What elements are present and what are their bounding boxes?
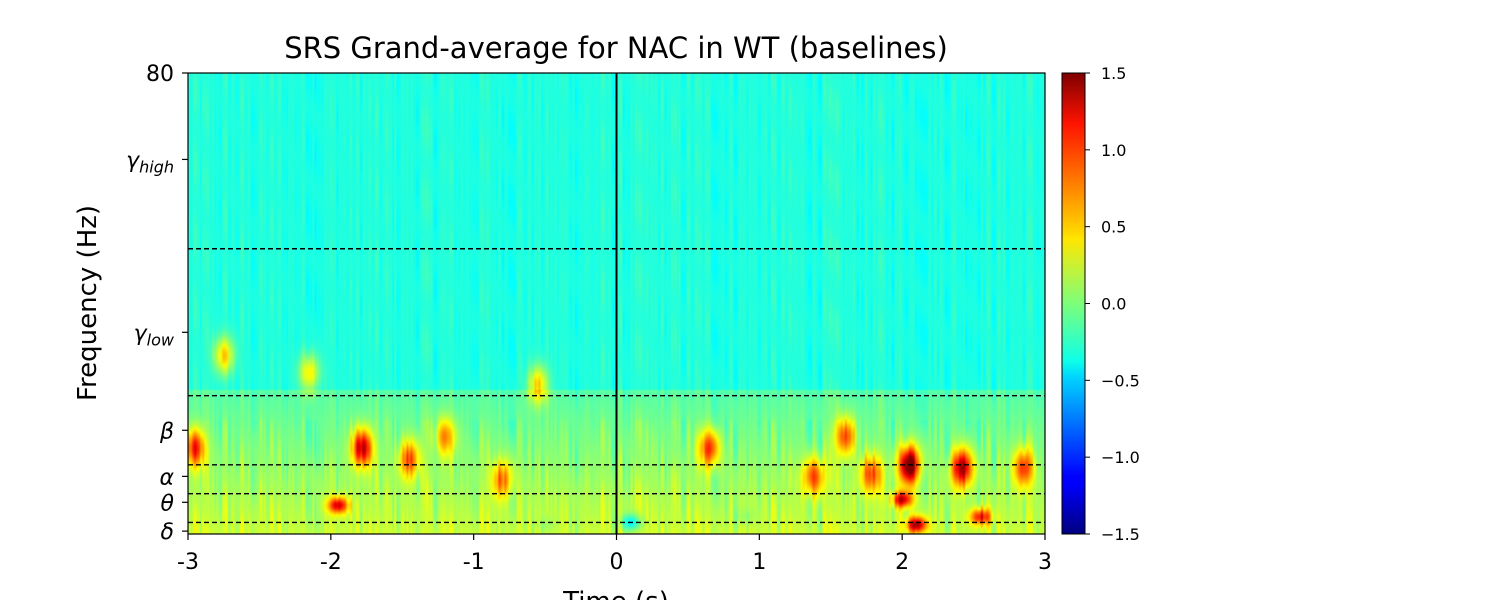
colorbar-ticks: 1.5 1.0 0.5 0.0 −0.5 −1.0 −1.5: [1085, 64, 1140, 544]
colorbar-tick-label: −1.0: [1101, 448, 1140, 467]
chart-title: SRS Grand-average for NAC in WT (baselin…: [284, 31, 948, 65]
x-tick-label: 3: [1038, 550, 1052, 575]
x-tick-label: 1: [752, 550, 766, 575]
y-tick-label: β: [159, 419, 174, 444]
colorbar-gradient: [1062, 73, 1085, 534]
colorbar-tick-label: 0.5: [1101, 218, 1126, 237]
y-tick-label: δ: [161, 520, 174, 545]
colorbar: 1.5 1.0 0.5 0.0 −0.5 −1.0 −1.5: [1061, 64, 1140, 544]
y-axis-label: Frequency (Hz): [73, 205, 103, 401]
colorbar-tick-label: 1.0: [1101, 141, 1126, 160]
y-tick-label: θ: [161, 491, 175, 516]
x-tick-label: 2: [895, 550, 909, 575]
y-tick-label: 80: [146, 62, 174, 87]
colorbar-tick-label: 1.5: [1101, 64, 1126, 83]
x-tick-label: -2: [320, 550, 342, 575]
plot-area: [187, 72, 1046, 535]
x-tick-label: -3: [177, 550, 199, 575]
x-tick-label: -1: [463, 550, 485, 575]
x-tick-label: 0: [610, 550, 624, 575]
colorbar-tick-label: 0.0: [1101, 295, 1126, 314]
x-axis-label: Time (s): [562, 587, 669, 600]
colorbar-tick-label: −0.5: [1101, 371, 1140, 390]
colorbar-tick-label: −1.5: [1101, 525, 1140, 544]
y-tick-label: α: [159, 465, 174, 490]
x-axis-ticks: -3 -2 -1 0 1 2 3: [177, 534, 1052, 575]
y-tick-label: γhigh: [126, 148, 174, 176]
y-tick-label: γlow: [134, 321, 175, 349]
